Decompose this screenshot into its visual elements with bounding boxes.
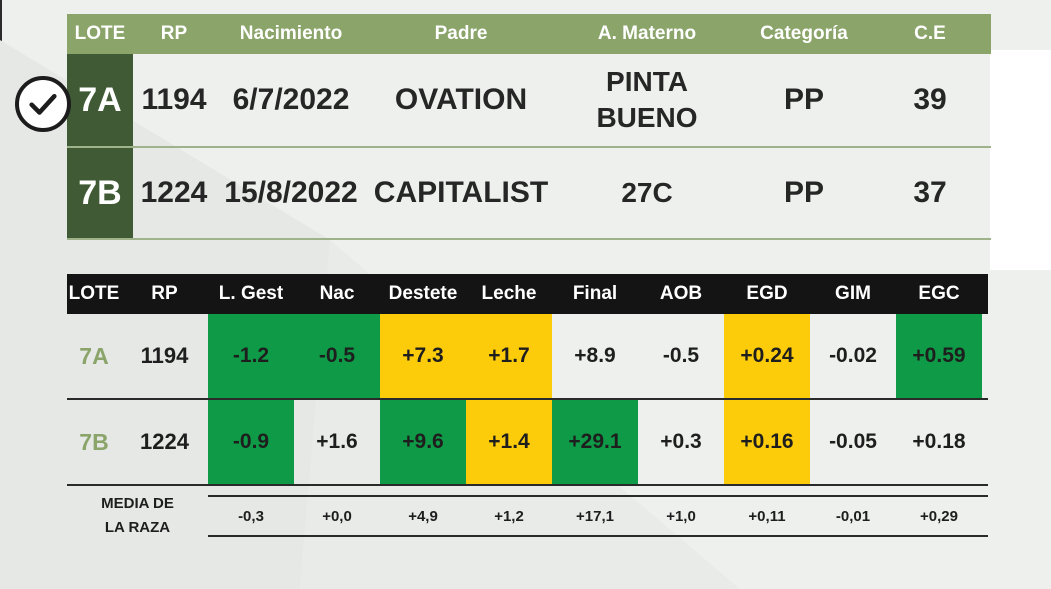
gim-value: -0.02 xyxy=(829,344,877,367)
final-value: +8.9 xyxy=(574,344,616,367)
maternal-grandsire-line1: 27C xyxy=(621,177,673,208)
avg-egc: +0,29 xyxy=(920,507,958,525)
lot-info-table: LOTE RP Nacimiento Padre A. Materno Cate… xyxy=(67,14,991,240)
epd-row-7b: 7B 1224 -0.9 +1.6 +9.6 +1.4 +29.1 +0.3 +… xyxy=(67,400,988,486)
destete-value: +7.3 xyxy=(380,314,466,398)
avg-destete: +4,9 xyxy=(408,507,438,525)
leche-value: +1.4 xyxy=(466,400,552,484)
rp-value: 1224 xyxy=(140,176,208,209)
lot-label: 7A xyxy=(67,54,133,146)
avg-l-gest: -0,3 xyxy=(238,507,264,525)
maternal-grandsire: 27C xyxy=(555,175,739,211)
avg-gim: -0,01 xyxy=(835,507,871,525)
category-value: PP xyxy=(783,83,825,116)
lot-label: 7A xyxy=(79,342,109,369)
header-lote: LOTE xyxy=(68,283,120,304)
header-final: Final xyxy=(572,283,618,304)
header-nacimiento: Nacimiento xyxy=(239,23,343,44)
ce-value: 39 xyxy=(913,83,947,116)
lot-label: 7B xyxy=(67,148,133,238)
egc-value: +0.59 xyxy=(896,314,982,398)
egd-value: +0.16 xyxy=(724,400,810,484)
epd-table: LOTE RP L. Gest Nac Destete Leche Final … xyxy=(67,274,988,546)
header-leche: Leche xyxy=(481,283,537,304)
header-padre: Padre xyxy=(434,23,488,44)
lot-label: 7B xyxy=(79,428,109,455)
maternal-grandsire-line2: BUENO xyxy=(596,102,698,133)
rp-value: 1194 xyxy=(140,343,189,368)
leche-value: +1.7 xyxy=(466,314,552,398)
epd-header: LOTE RP L. Gest Nac Destete Leche Final … xyxy=(67,274,988,314)
egc-value: +0.18 xyxy=(912,430,966,453)
lot-row-7a: 7A 1194 6/7/2022 OVATION PINTA BUENO PP … xyxy=(67,54,991,148)
avg-nac: +0,0 xyxy=(322,507,352,525)
header-rp: RP xyxy=(151,283,178,304)
header-egc: EGC xyxy=(918,283,960,304)
final-value: +29.1 xyxy=(552,400,638,484)
epd-row-7a: 7A 1194 -1.2 -0.5 +7.3 +1.7 +8.9 -0.5 +0… xyxy=(67,314,988,400)
header-destete: Destete xyxy=(388,283,458,304)
gim-value: -0.05 xyxy=(829,430,877,453)
header-aob: AOB xyxy=(659,283,703,304)
maternal-grandsire-line1: PINTA xyxy=(606,66,688,97)
nac-value: -0.5 xyxy=(294,314,380,398)
header-lote: LOTE xyxy=(74,23,126,44)
breed-average-label: MEDIA DE LA RAZA xyxy=(67,492,208,540)
nac-value: +1.6 xyxy=(316,430,358,453)
birth-date: 15/8/2022 xyxy=(224,176,358,209)
left-border xyxy=(0,0,2,589)
lot-row-7b: 7B 1224 15/8/2022 CAPITALIST 27C PP 37 xyxy=(67,148,991,240)
header-nac: Nac xyxy=(319,283,355,304)
header-a-materno: A. Materno xyxy=(597,23,697,44)
birth-date: 6/7/2022 xyxy=(232,83,350,116)
breed-average-label-line2: LA RAZA xyxy=(104,519,171,536)
sire-name: OVATION xyxy=(394,83,528,116)
category-value: PP xyxy=(783,176,825,209)
header-gim: GIM xyxy=(835,283,871,304)
header-rp: RP xyxy=(160,23,188,44)
ce-value: 37 xyxy=(913,176,947,209)
maternal-grandsire: PINTA BUENO xyxy=(555,64,739,136)
avg-egd: +0,11 xyxy=(748,507,786,525)
check-circle-icon xyxy=(15,76,71,132)
header-categoria: Categoría xyxy=(760,23,848,44)
breed-average-label-line1: MEDIA DE xyxy=(101,495,174,512)
header-ce: C.E xyxy=(914,23,946,44)
header-l-gest: L. Gest xyxy=(218,283,284,304)
avg-aob: +1,0 xyxy=(666,507,696,525)
l-gest-value: -0.9 xyxy=(208,400,294,484)
rp-value: 1224 xyxy=(140,429,189,454)
l-gest-value: -1.2 xyxy=(208,314,294,398)
lot-info-header: LOTE RP Nacimiento Padre A. Materno Cate… xyxy=(67,14,991,54)
egd-value: +0.24 xyxy=(724,314,810,398)
destete-value: +9.6 xyxy=(380,400,466,484)
aob-value: +0.3 xyxy=(660,430,702,453)
breed-average-row: MEDIA DE LA RAZA -0,3 +0,0 +4,9 +1,2 +17… xyxy=(67,486,988,546)
aob-value: -0.5 xyxy=(662,344,700,367)
avg-leche: +1,2 xyxy=(494,507,524,525)
sire-name: CAPITALIST xyxy=(373,176,549,209)
breed-average-values: -0,3 +0,0 +4,9 +1,2 +17,1 +1,0 +0,11 -0,… xyxy=(208,495,988,537)
avg-final: +17,1 xyxy=(576,507,614,525)
rp-value: 1194 xyxy=(141,83,207,116)
header-egd: EGD xyxy=(746,283,788,304)
